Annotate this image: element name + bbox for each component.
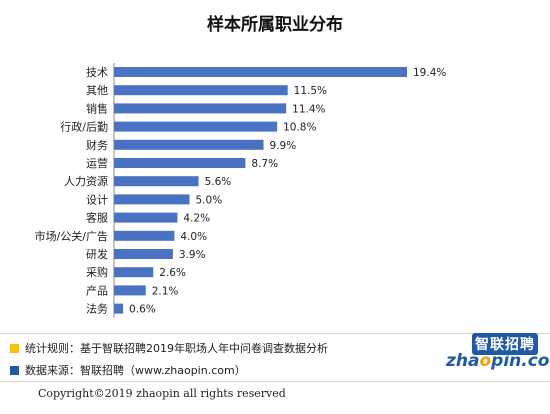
rule-note-text: 统计规则：基于智联招聘2019年职场人年中问卷调查数据分析 bbox=[25, 342, 328, 355]
bar bbox=[114, 303, 124, 314]
value-label: 3.9% bbox=[179, 249, 206, 261]
bar bbox=[114, 194, 190, 205]
bar bbox=[114, 85, 288, 96]
bar bbox=[114, 249, 173, 259]
value-label: 8.7% bbox=[251, 158, 278, 170]
bar bbox=[114, 176, 199, 187]
category-label: 法务 bbox=[86, 302, 108, 316]
value-label: 2.6% bbox=[159, 267, 186, 279]
bar bbox=[114, 139, 264, 150]
footer-divider bbox=[0, 333, 550, 334]
value-label: 5.6% bbox=[205, 176, 232, 188]
category-label: 设计 bbox=[86, 193, 108, 206]
logo-en-text: zhaopin.com bbox=[446, 351, 550, 371]
bar bbox=[114, 230, 175, 241]
value-label: 11.4% bbox=[292, 103, 325, 115]
category-label: 采购 bbox=[86, 265, 108, 279]
category-label: 市场/公关/广告 bbox=[35, 229, 108, 243]
bar bbox=[114, 212, 178, 223]
copyright: Copyright©2019 zhaopin all rights reserv… bbox=[38, 387, 286, 400]
bar bbox=[114, 103, 287, 114]
bar bbox=[114, 267, 154, 278]
category-label: 财务 bbox=[86, 138, 108, 152]
category-label: 销售 bbox=[86, 101, 108, 115]
category-label: 人力资源 bbox=[64, 174, 108, 188]
value-label: 4.2% bbox=[183, 213, 210, 225]
category-label: 行政/后勤 bbox=[60, 120, 108, 134]
value-label: 10.8% bbox=[283, 122, 316, 134]
value-label: 11.5% bbox=[294, 85, 327, 97]
rule-note: 统计规则：基于智联招聘2019年职场人年中问卷调查数据分析 bbox=[10, 340, 328, 356]
bar-chart: 技术 19.4% 其他 11.5% 销售 11.4% 行政/后勤 10.8% 财务 9.9% 运营 8… bbox=[35, 63, 446, 318]
logo-cn-text: 智联招聘 bbox=[472, 333, 538, 355]
bar bbox=[114, 121, 278, 132]
category-label: 其他 bbox=[86, 84, 108, 97]
bar bbox=[114, 285, 146, 296]
bar bbox=[114, 158, 246, 168]
category-label: 技术 bbox=[86, 66, 108, 79]
value-label: 19.4% bbox=[413, 67, 446, 79]
value-label: 5.0% bbox=[196, 194, 223, 206]
category-label: 研发 bbox=[86, 247, 108, 261]
bar bbox=[114, 67, 407, 77]
value-label: 2.1% bbox=[152, 285, 179, 297]
chart-title: 样本所属职业分布 bbox=[207, 15, 343, 35]
rule-marker-icon bbox=[10, 343, 19, 353]
category-label: 运营 bbox=[86, 156, 108, 170]
zhaopin-logo: 智联招聘 zhaopin.com bbox=[446, 333, 550, 375]
value-label: 9.9% bbox=[270, 140, 297, 152]
source-note: 数据来源：智联招聘（www.zhaopin.com） bbox=[10, 362, 246, 378]
category-label: 产品 bbox=[86, 283, 108, 297]
category-label: 客服 bbox=[86, 211, 108, 225]
source-marker-icon bbox=[10, 365, 19, 375]
value-label: 0.6% bbox=[129, 304, 156, 316]
copyright-divider bbox=[0, 381, 550, 382]
source-note-text: 数据来源：智联招聘（www.zhaopin.com） bbox=[25, 364, 246, 377]
value-label: 4.0% bbox=[180, 231, 207, 243]
